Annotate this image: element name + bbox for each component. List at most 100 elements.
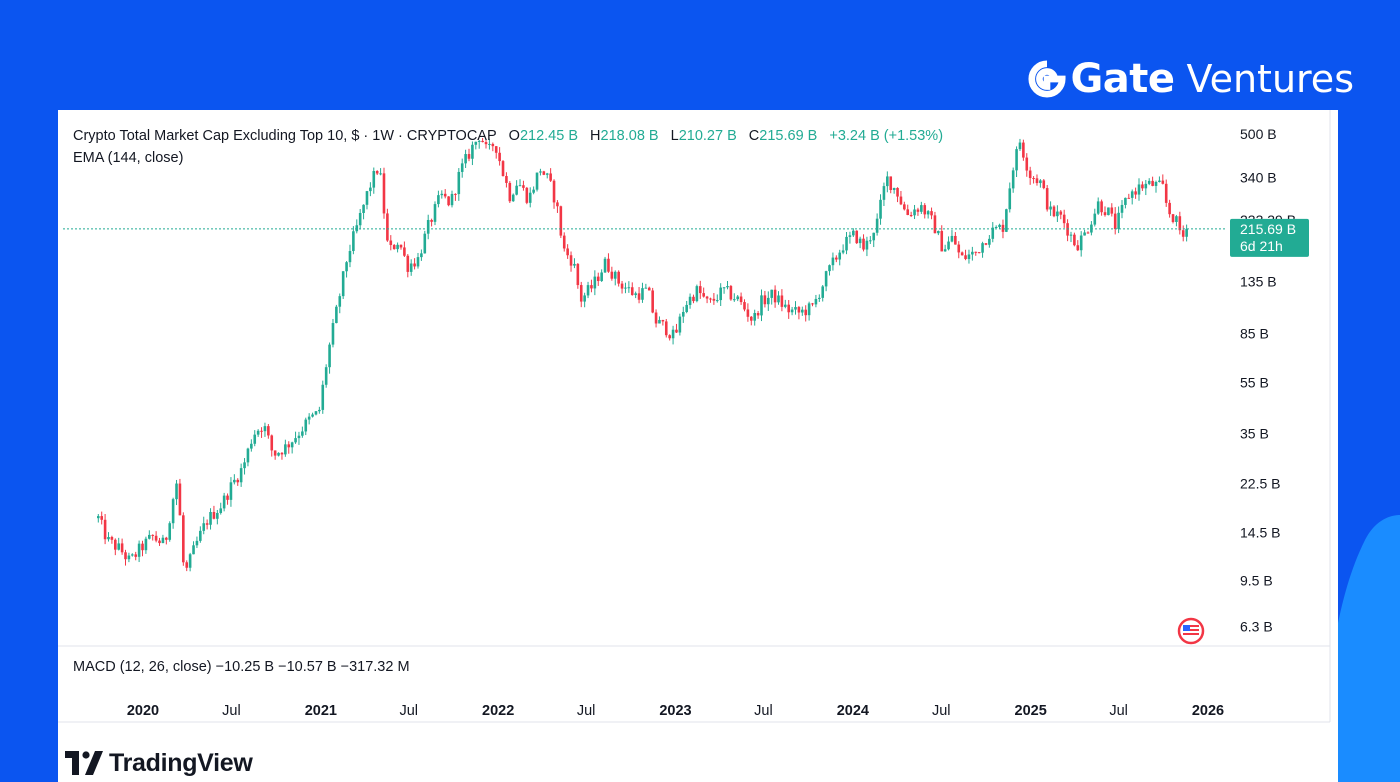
candle-body (324, 367, 328, 385)
candle-body (239, 468, 243, 483)
candle-body (801, 309, 804, 313)
candle-body (596, 276, 600, 282)
candle-body (1001, 224, 1005, 232)
candle-body (715, 300, 719, 302)
candle-body (913, 209, 916, 216)
candle-body (869, 240, 872, 242)
candle-body (1178, 216, 1182, 231)
candle-body (212, 511, 216, 519)
y-tick-label: 14.5 B (1240, 525, 1280, 541)
candle-body (930, 211, 933, 216)
candle-body (852, 230, 855, 236)
candle-body (97, 516, 100, 519)
candle-body (1049, 206, 1052, 210)
candle-body (937, 231, 940, 234)
y-tick-label: 9.5 B (1240, 572, 1273, 588)
candle-body (875, 218, 879, 233)
candle-body (168, 523, 172, 540)
macd-histogram-value: −317.32 M (340, 659, 410, 675)
candle-body (566, 248, 569, 256)
candle-body (270, 435, 274, 451)
candle-body (722, 287, 726, 289)
candle-body (556, 202, 559, 207)
candle-body (661, 319, 665, 322)
candle-body (267, 426, 270, 436)
candle-body (954, 235, 957, 245)
candle-body (250, 443, 253, 449)
us-flag-icon[interactable] (1177, 617, 1205, 645)
candle-body (389, 240, 393, 246)
candle-body (960, 252, 964, 256)
candle-body (620, 283, 624, 289)
candle-body (1158, 180, 1161, 182)
x-tick-label: Jul (577, 703, 596, 719)
brand-name-bold: Gate (1070, 56, 1175, 102)
candle-body (474, 141, 478, 145)
candle-body (331, 323, 335, 345)
candle-body (1154, 181, 1158, 186)
candle-body (971, 251, 974, 255)
candle-body (552, 180, 556, 203)
high-label: H (590, 128, 601, 144)
candle-body (243, 462, 246, 469)
candle-body (484, 142, 488, 145)
candle-body (1168, 202, 1171, 215)
candle-body (712, 298, 716, 301)
candle-body (739, 296, 743, 303)
candle-body (440, 193, 444, 196)
candle-body (171, 499, 175, 524)
candle-body (964, 255, 967, 259)
candle-body (835, 257, 838, 260)
candle-body (148, 534, 151, 539)
candle-body (1083, 232, 1086, 236)
x-tick-label: 2024 (837, 703, 869, 719)
candle-body (763, 295, 767, 305)
candle-body (158, 540, 161, 544)
candle-body (1100, 201, 1103, 213)
candle-body (416, 257, 420, 267)
candle-body (1056, 211, 1059, 217)
candle-body (862, 238, 865, 250)
candle-body (886, 176, 889, 187)
x-tick-label: 2020 (127, 703, 159, 719)
candle-body (131, 554, 134, 556)
ema-legend[interactable]: EMA (144, close) (73, 150, 184, 166)
candle-body (508, 182, 512, 202)
candle-body (110, 537, 114, 540)
candle-body (352, 231, 355, 252)
candle-body (950, 235, 954, 242)
candle-body (736, 296, 739, 300)
candle-body (943, 249, 947, 252)
candle-body (831, 257, 835, 266)
candle-body (1137, 184, 1141, 195)
candle-body (1086, 232, 1090, 234)
gate-ventures-logo: Gate Ventures (1028, 54, 1354, 104)
candle-body (1066, 223, 1069, 236)
candle-body (229, 482, 233, 500)
candle-body (1144, 183, 1148, 189)
candle-body (1028, 170, 1032, 179)
tradingview-logo[interactable]: TradingView (65, 746, 253, 780)
candle-body (1022, 142, 1025, 158)
candle-body (175, 483, 178, 500)
candle-body (396, 244, 399, 250)
candle-body (222, 495, 226, 509)
candle-body (100, 516, 104, 520)
candle-body (287, 444, 291, 448)
candle-body (545, 173, 549, 175)
candle-body (688, 296, 692, 305)
candle-body (664, 321, 668, 336)
candle-body (940, 231, 944, 252)
macd-legend[interactable]: MACD (12, 26, close) −10.25 B −10.57 B −… (73, 659, 410, 675)
candle-body (1052, 206, 1056, 217)
candle-body (1127, 197, 1131, 199)
candle-body (1103, 212, 1107, 216)
symbol-title[interactable]: Crypto Total Market Cap Excluding Top 10… (73, 128, 497, 144)
candle-body (403, 247, 406, 256)
candle-body (1134, 191, 1137, 195)
candle-body (114, 539, 117, 550)
y-tick-label: 340 B (1240, 170, 1277, 186)
candle-body (790, 309, 794, 313)
candle-body (120, 543, 124, 553)
